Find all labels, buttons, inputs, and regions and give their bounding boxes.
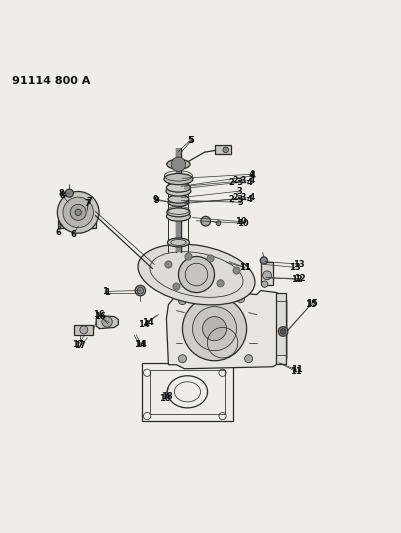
Circle shape <box>182 296 247 361</box>
Text: 18: 18 <box>160 393 171 402</box>
Text: 3: 3 <box>238 198 243 207</box>
Circle shape <box>263 271 271 280</box>
Bar <box>276 293 286 364</box>
Bar <box>150 370 225 414</box>
Text: 14: 14 <box>134 340 146 349</box>
Polygon shape <box>60 216 92 229</box>
Bar <box>74 325 93 335</box>
Text: 1: 1 <box>105 288 110 297</box>
Circle shape <box>80 326 88 334</box>
Text: 7: 7 <box>86 197 92 206</box>
Polygon shape <box>96 316 118 329</box>
Text: 8: 8 <box>58 189 64 198</box>
Circle shape <box>185 253 192 260</box>
Text: 15: 15 <box>305 300 317 309</box>
Ellipse shape <box>168 195 189 203</box>
Circle shape <box>178 256 215 293</box>
Circle shape <box>165 261 172 268</box>
Circle shape <box>245 355 253 363</box>
Text: 11: 11 <box>291 366 303 375</box>
Circle shape <box>137 287 144 294</box>
Text: 14: 14 <box>142 318 154 327</box>
Circle shape <box>192 306 237 351</box>
Text: 11: 11 <box>239 263 251 272</box>
Text: 11: 11 <box>290 367 302 376</box>
Ellipse shape <box>166 186 191 196</box>
Text: 2-3-4: 2-3-4 <box>232 176 255 185</box>
Circle shape <box>280 329 286 334</box>
Circle shape <box>217 280 224 287</box>
Text: 9: 9 <box>154 196 159 205</box>
Text: 91114 800 A: 91114 800 A <box>12 76 90 86</box>
Circle shape <box>75 209 81 215</box>
Text: 17: 17 <box>75 342 86 350</box>
Text: 18: 18 <box>161 392 172 401</box>
Text: 14: 14 <box>135 340 147 349</box>
Circle shape <box>178 296 186 304</box>
Text: 2-3-4: 2-3-4 <box>228 178 253 187</box>
Bar <box>142 363 233 421</box>
Text: 17: 17 <box>73 340 84 349</box>
Circle shape <box>278 327 288 336</box>
Ellipse shape <box>138 244 255 305</box>
Circle shape <box>57 191 99 233</box>
Circle shape <box>233 267 240 274</box>
Text: 4: 4 <box>249 170 255 179</box>
Text: 2-3-4: 2-3-4 <box>232 193 255 203</box>
Text: 9: 9 <box>153 195 158 204</box>
Circle shape <box>171 157 186 172</box>
Text: 2-3-4: 2-3-4 <box>228 195 253 204</box>
Text: 14: 14 <box>138 320 150 329</box>
Circle shape <box>173 283 180 290</box>
Bar <box>58 220 96 229</box>
Circle shape <box>102 317 112 327</box>
Bar <box>215 146 231 154</box>
Text: 6: 6 <box>55 228 61 237</box>
Circle shape <box>260 257 267 264</box>
Text: 5: 5 <box>188 136 193 144</box>
Circle shape <box>223 147 229 152</box>
Circle shape <box>207 255 214 262</box>
Circle shape <box>65 189 73 197</box>
Circle shape <box>178 355 186 363</box>
Text: 15: 15 <box>306 299 318 308</box>
Circle shape <box>237 295 245 303</box>
Text: 8: 8 <box>59 191 65 200</box>
Text: 13: 13 <box>289 263 300 272</box>
Text: 4: 4 <box>250 172 255 180</box>
Circle shape <box>261 281 268 287</box>
Circle shape <box>63 197 93 228</box>
Ellipse shape <box>168 198 189 206</box>
Circle shape <box>201 216 211 226</box>
Text: 12: 12 <box>291 275 303 284</box>
Text: 6: 6 <box>70 230 76 239</box>
Text: 7: 7 <box>85 199 90 208</box>
Ellipse shape <box>167 208 190 217</box>
Circle shape <box>135 285 146 296</box>
Bar <box>261 262 273 285</box>
Ellipse shape <box>167 159 190 169</box>
Text: 13: 13 <box>293 260 304 269</box>
Ellipse shape <box>166 212 190 221</box>
Ellipse shape <box>164 173 193 185</box>
Bar <box>176 148 181 253</box>
Circle shape <box>216 221 221 225</box>
Text: 10: 10 <box>237 219 248 228</box>
Text: 10: 10 <box>235 217 246 226</box>
Text: 16: 16 <box>93 312 105 321</box>
Text: 12: 12 <box>294 274 306 283</box>
Ellipse shape <box>166 183 190 192</box>
Polygon shape <box>166 288 287 369</box>
Text: 16: 16 <box>93 310 105 319</box>
Text: 1: 1 <box>102 287 108 296</box>
Ellipse shape <box>168 238 189 247</box>
Circle shape <box>203 317 227 341</box>
Text: 11: 11 <box>239 263 251 272</box>
Text: 5: 5 <box>189 136 194 144</box>
Circle shape <box>70 204 86 220</box>
Text: 3: 3 <box>237 187 243 196</box>
